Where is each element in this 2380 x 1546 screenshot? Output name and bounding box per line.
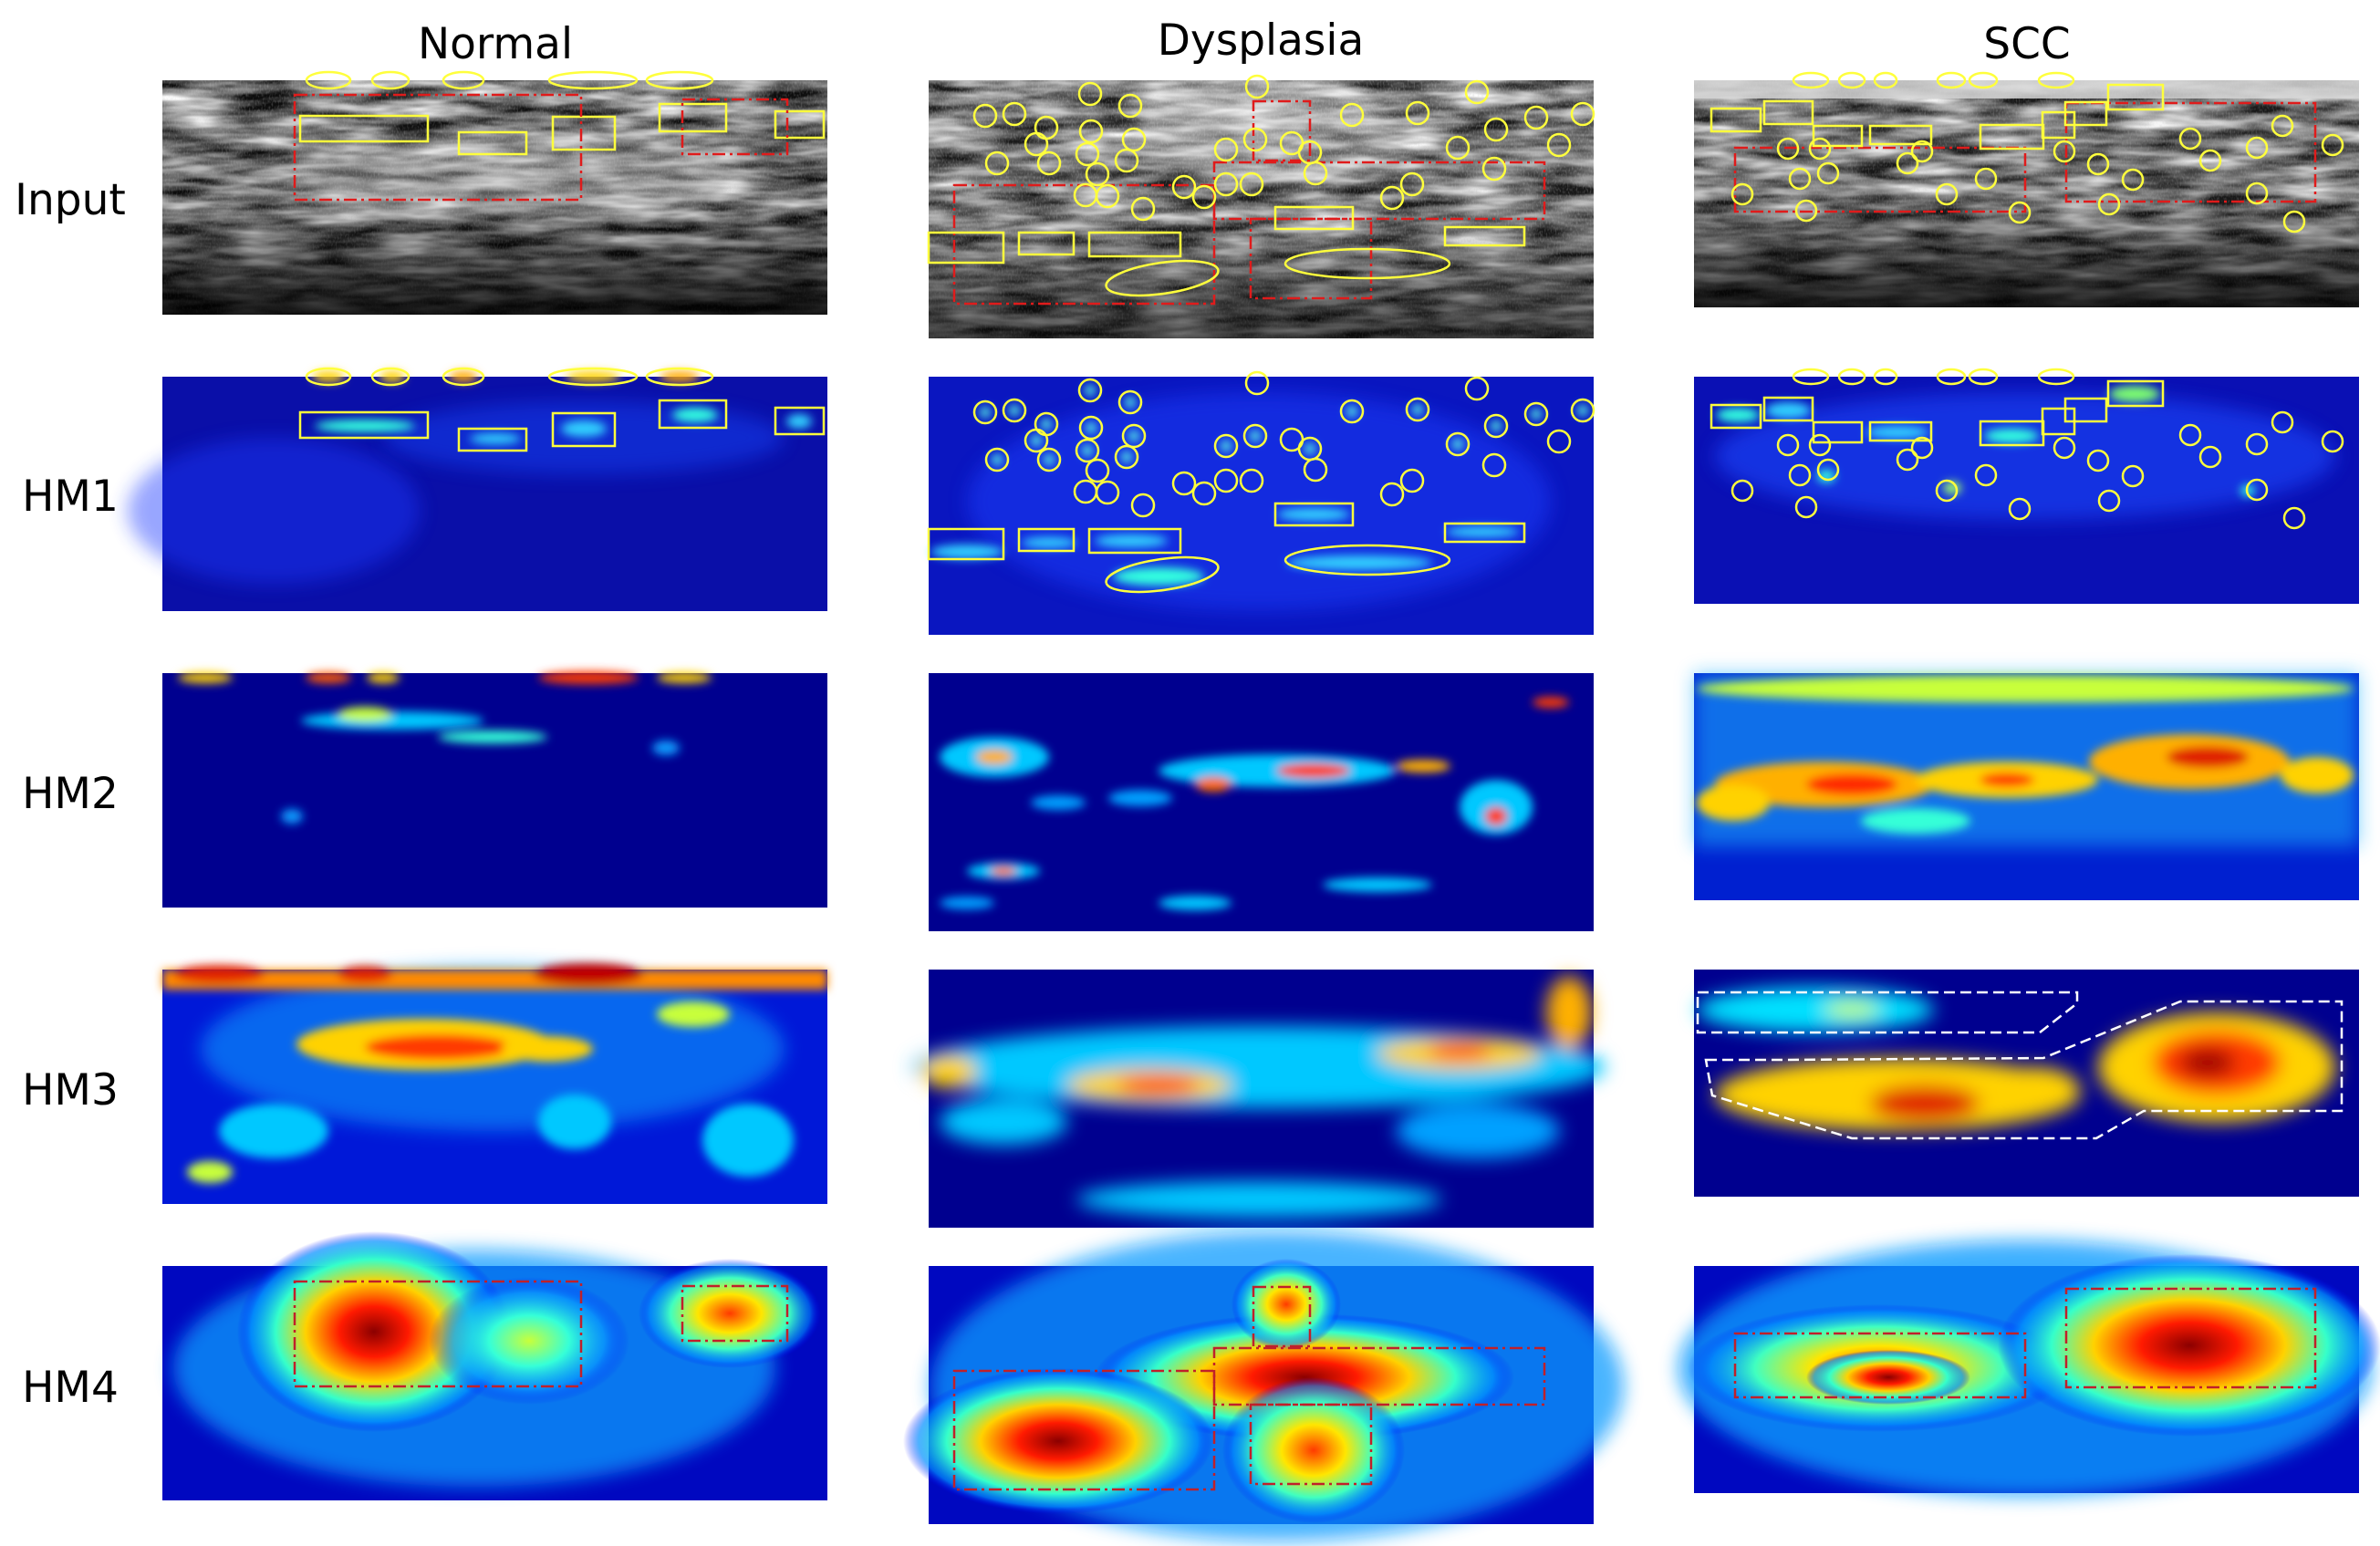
annotations-yellow (927, 502, 1526, 594)
panel-hm2-dysplasia (929, 673, 1594, 931)
column-title-dysplasia: Dysplasia (1158, 16, 1365, 66)
panel-hm3-scc (1694, 970, 2359, 1197)
column-title-normal: Normal (418, 19, 573, 69)
row-label-hm4: HM4 (22, 1363, 119, 1413)
annotations-yellow (298, 367, 826, 452)
row-label-hm1: HM1 (22, 472, 119, 522)
row-label-hm2: HM2 (22, 769, 119, 819)
panel-input-normal (162, 70, 827, 315)
panel-hm1-normal (128, 367, 827, 611)
panel-hm4-scc (1678, 1240, 2380, 1496)
panel-input-scc (1694, 71, 2359, 307)
panel-hm3-dysplasia (912, 970, 1606, 1228)
annotations-yellow (927, 74, 1595, 297)
panel-hm2-normal (162, 671, 827, 908)
panel-hm4-dysplasia (903, 1231, 1624, 1541)
panel-hm1-dysplasia (927, 370, 1595, 635)
annotations-yellow (298, 70, 826, 156)
annotations-yellow (1710, 71, 2344, 233)
column-title-scc: SCC (1983, 19, 2070, 69)
annotations-white (1696, 991, 2344, 1140)
annotations-red (293, 93, 789, 202)
panel-input-dysplasia (927, 73, 1595, 338)
column-titles: Normal Dysplasia SCC (418, 16, 2071, 69)
annotations-yellow (1710, 368, 2344, 530)
annotations-yellow-circles (972, 370, 1595, 518)
annotations-red (1733, 101, 2317, 213)
panel-hm2-scc (1694, 673, 2359, 900)
row-label-input: Input (15, 175, 126, 225)
panel-hm4-normal (162, 1231, 827, 1500)
panel-hm3-normal (162, 963, 827, 1204)
row-labels: Input HM1 HM2 HM3 HM4 (15, 175, 126, 1413)
panel-hm1-scc (1694, 368, 2359, 604)
annotations-red (1733, 1287, 2317, 1399)
annotations-red (952, 1285, 1546, 1491)
row-label-hm3: HM3 (22, 1065, 119, 1115)
annotations-red (293, 1280, 789, 1388)
